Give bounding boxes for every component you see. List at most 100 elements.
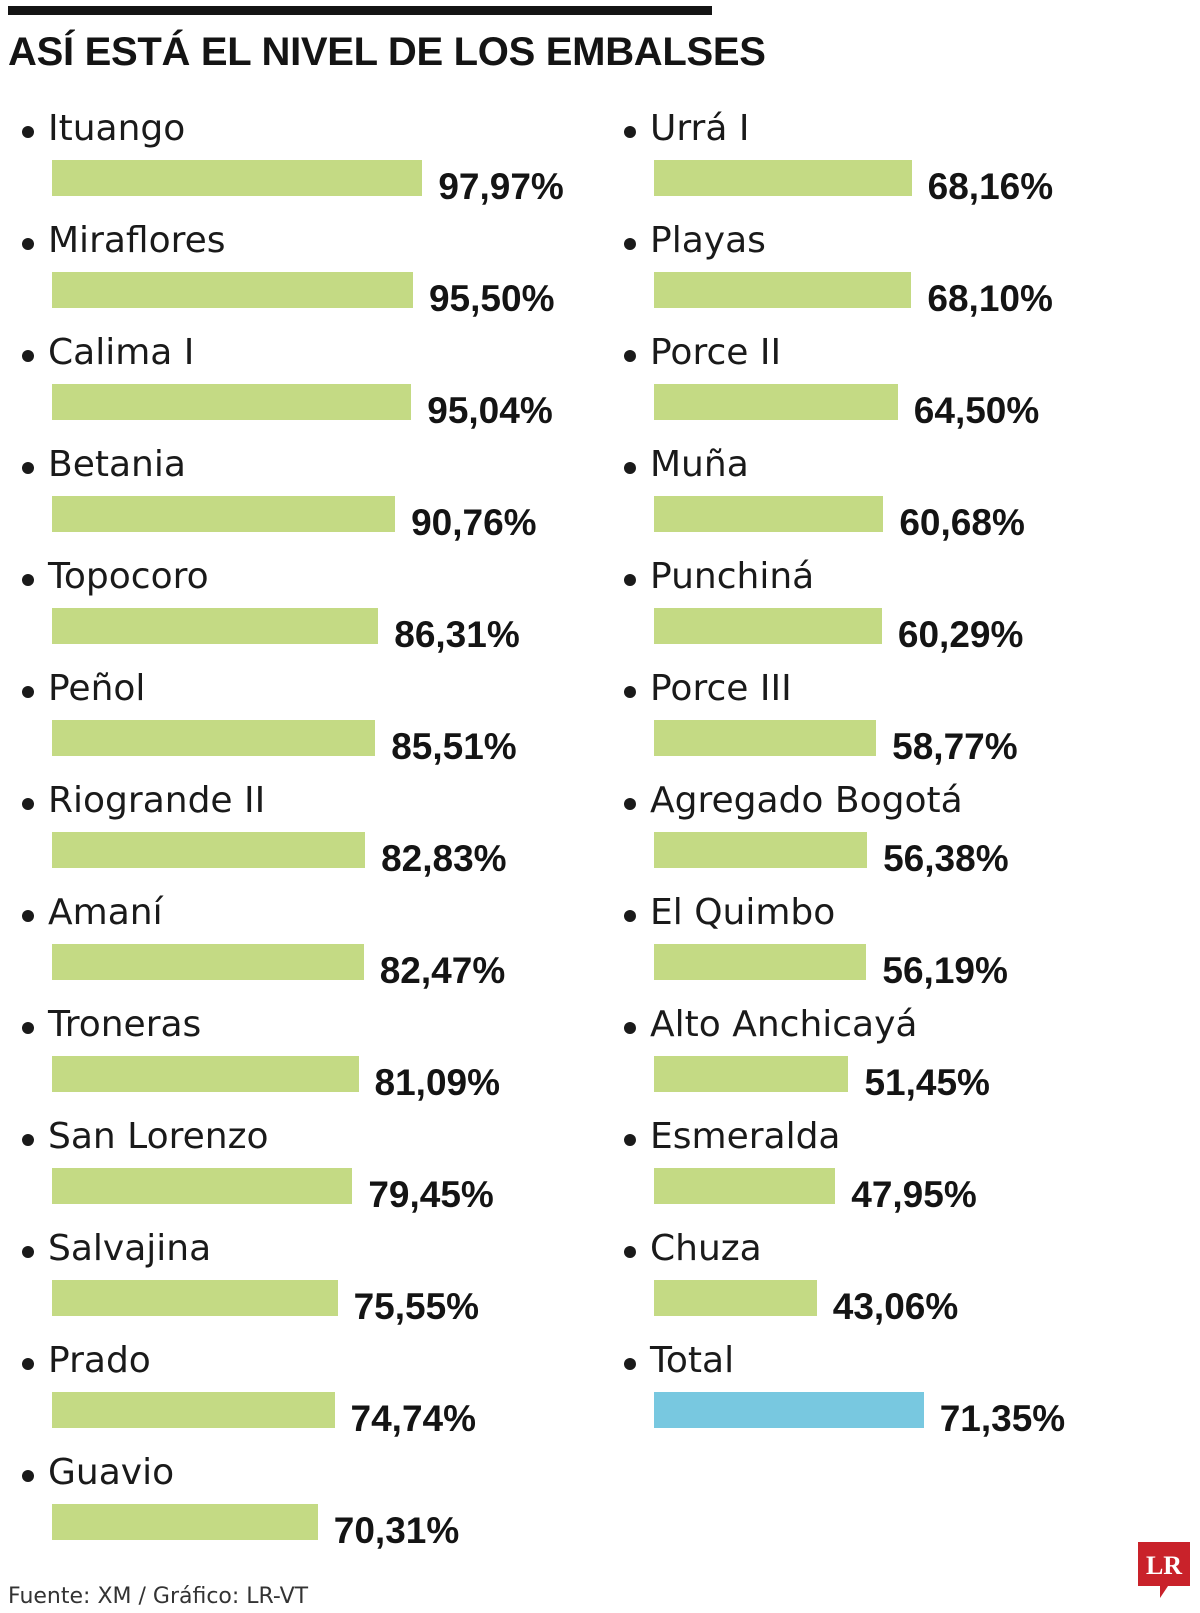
- bar: [52, 944, 364, 980]
- bullet-icon: [624, 350, 636, 362]
- bullet-icon: [624, 1358, 636, 1370]
- bullet-icon: [624, 574, 636, 586]
- bullet-icon: [624, 1134, 636, 1146]
- bar: [654, 496, 884, 532]
- value-label: 79,45%: [368, 1174, 494, 1215]
- bullet-icon: [22, 462, 34, 474]
- bullet-icon: [22, 238, 34, 250]
- bullet-icon: [624, 238, 636, 250]
- category-label: Esmeralda: [650, 1116, 841, 1157]
- value-label: 86,31%: [394, 614, 520, 655]
- bar-item: Guavio 70,31%: [18, 1442, 578, 1558]
- bar-item: Calima I 95,04%: [18, 322, 578, 438]
- bar-item: Alto Anchicayá 51,45%: [620, 994, 1180, 1110]
- bar-item: Riogrande II 82,83%: [18, 770, 578, 886]
- category-label: Muña: [650, 444, 749, 485]
- bar: [52, 1056, 359, 1092]
- bullet-icon: [624, 126, 636, 138]
- bar-item: Total 71,35%: [620, 1330, 1180, 1446]
- value-label: 43,06%: [832, 1286, 959, 1327]
- bar-item: Porce II 64,50%: [620, 322, 1180, 438]
- bar: [654, 1056, 849, 1092]
- bullet-icon: [624, 686, 636, 698]
- total-bar: [654, 1392, 924, 1428]
- bar: [52, 1504, 318, 1540]
- value-label: 68,10%: [927, 278, 1053, 319]
- category-label: Miraflores: [48, 220, 226, 261]
- bar: [654, 944, 867, 980]
- value-label: 90,76%: [411, 502, 537, 543]
- category-label: Troneras: [48, 1004, 202, 1045]
- category-label: Prado: [48, 1340, 151, 1381]
- bullet-icon: [22, 798, 34, 810]
- category-label: Riogrande II: [48, 780, 266, 821]
- category-label: Guavio: [48, 1452, 175, 1493]
- bullet-icon: [22, 350, 34, 362]
- value-label: 82,83%: [381, 838, 507, 879]
- bar-item: Betania 90,76%: [18, 434, 578, 550]
- bullet-icon: [624, 1246, 636, 1258]
- value-label: 82,47%: [379, 950, 506, 991]
- bar: [52, 832, 366, 868]
- bar: [52, 720, 376, 756]
- bar-item: Porce III 58,77%: [620, 658, 1180, 774]
- value-label: 70,31%: [333, 1510, 460, 1551]
- value-label: 97,97%: [438, 166, 564, 207]
- bar-item: Esmeralda 47,95%: [620, 1106, 1180, 1222]
- category-label: Total: [650, 1340, 735, 1381]
- bar-item: Troneras 81,09%: [18, 994, 578, 1110]
- category-label: El Quimbo: [650, 892, 836, 933]
- value-label: 68,16%: [927, 166, 1054, 207]
- bar: [52, 1280, 338, 1316]
- bar-item: Peñol 85,51%: [18, 658, 578, 774]
- value-label: 60,29%: [897, 614, 1024, 655]
- category-label: Punchiná: [650, 556, 815, 597]
- bar-item: Ituango 97,97%: [18, 98, 578, 214]
- bar: [52, 160, 423, 196]
- bullet-icon: [624, 1022, 636, 1034]
- category-label: Urrá I: [650, 108, 750, 149]
- bullet-icon: [22, 1246, 34, 1258]
- bullet-icon: [624, 462, 636, 474]
- bar-item: Topocoro 86,31%: [18, 546, 578, 662]
- bar: [654, 1280, 817, 1316]
- bar-item: Chuza 43,06%: [620, 1218, 1180, 1334]
- category-label: Calima I: [48, 332, 195, 373]
- category-label: Alto Anchicayá: [650, 1004, 918, 1045]
- value-label: 75,55%: [353, 1286, 480, 1327]
- bar: [52, 384, 412, 420]
- value-label: 60,68%: [899, 502, 1025, 543]
- bullet-icon: [22, 1022, 34, 1034]
- value-label: 74,74%: [350, 1398, 477, 1439]
- chart-title: ASÍ ESTÁ EL NIVEL DE LOS EMBALSES: [8, 30, 766, 74]
- bullet-icon: [22, 126, 34, 138]
- bar: [52, 1168, 353, 1204]
- bullet-icon: [22, 686, 34, 698]
- bar: [654, 160, 912, 196]
- bar: [52, 1392, 335, 1428]
- bar: [52, 496, 396, 532]
- value-label: 81,09%: [374, 1062, 501, 1103]
- bullet-icon: [22, 1470, 34, 1482]
- bar-item: Amaní 82,47%: [18, 882, 578, 998]
- bar-item: Miraflores 95,50%: [18, 210, 578, 326]
- category-label: Chuza: [650, 1228, 762, 1269]
- category-label: Porce III: [650, 668, 792, 709]
- category-label: Salvajina: [48, 1228, 212, 1269]
- value-label: 58,77%: [892, 726, 1018, 767]
- bullet-icon: [624, 910, 636, 922]
- bar-item: Urrá I 68,16%: [620, 98, 1180, 214]
- bar-item: Punchiná 60,29%: [620, 546, 1180, 662]
- bullet-icon: [22, 1358, 34, 1370]
- bar: [654, 384, 898, 420]
- bar-item: Salvajina 75,55%: [18, 1218, 578, 1334]
- lr-logo-text: LR: [1146, 1551, 1182, 1580]
- lr-logo-icon: LR: [1138, 1542, 1190, 1598]
- top-rule: [8, 6, 712, 15]
- bar: [654, 720, 877, 756]
- value-label: 71,35%: [939, 1398, 1066, 1439]
- value-label: 64,50%: [913, 390, 1040, 431]
- category-label: Topocoro: [48, 556, 209, 597]
- value-label: 56,38%: [883, 838, 1009, 879]
- category-label: Betania: [48, 444, 186, 485]
